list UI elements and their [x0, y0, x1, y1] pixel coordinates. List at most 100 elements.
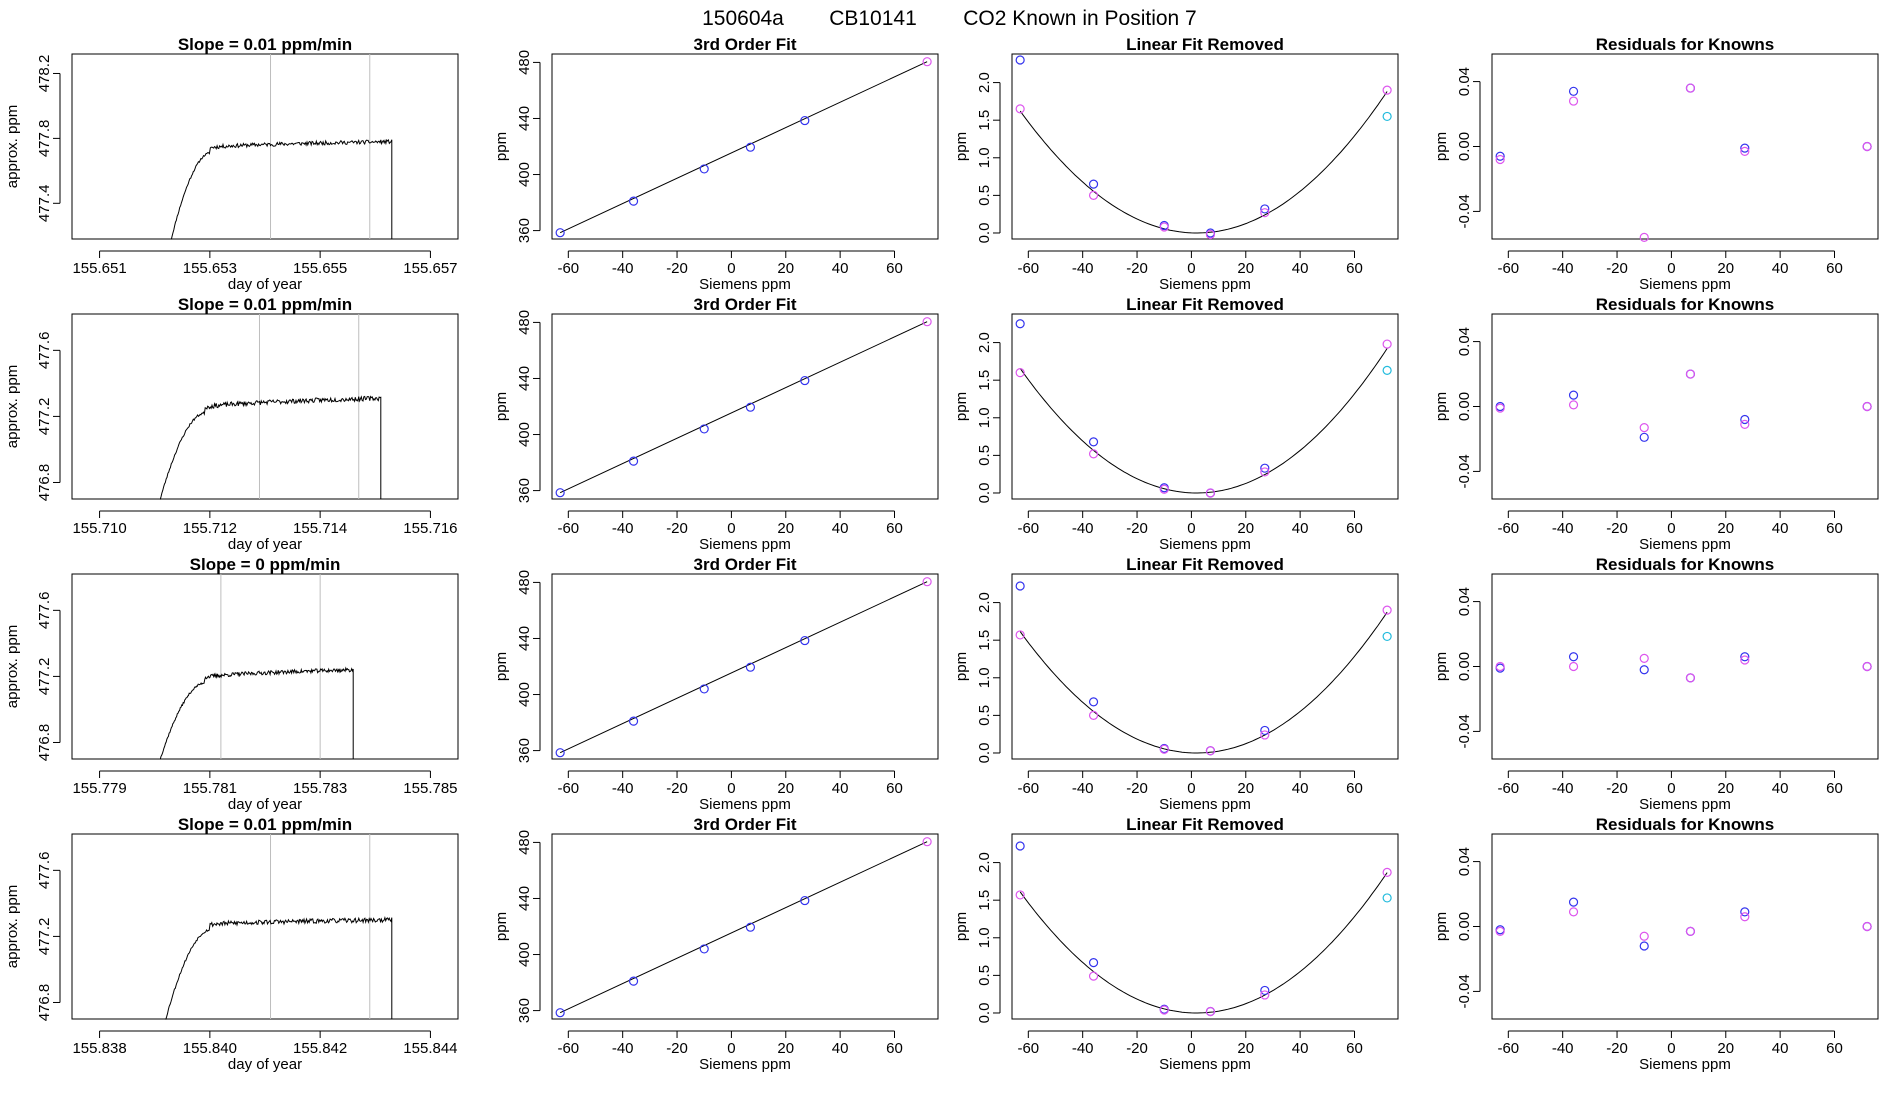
plot-frame: [1011, 53, 1399, 240]
x-tick-label: 0: [1187, 1040, 1195, 1057]
panel-title: Residuals for Knowns: [1596, 555, 1775, 574]
data-point-blue: [1639, 941, 1649, 951]
fit-line: [559, 581, 928, 754]
data-point-blue: [699, 164, 709, 174]
fit-line: [559, 321, 928, 494]
data-point-blue: [1639, 665, 1649, 675]
y-tick-label: 0.04: [1456, 327, 1473, 356]
x-tick-label: -40: [1072, 260, 1094, 277]
x-tick-label: -20: [666, 1040, 688, 1057]
x-tick-label: 20: [1717, 520, 1734, 537]
panel-0-1: 3rd Order Fit -60 -40 -20 0 20 40 60 Siemens ppm…: [493, 35, 939, 293]
x-tick-label: 155.779: [72, 780, 126, 797]
x-tick-label: -40: [1552, 260, 1574, 277]
data-point-blue: [1015, 319, 1025, 329]
panel-2-0: Slope = 0 ppm/min 155.779 155.781 155.783 15…: [4, 555, 459, 813]
data-point-magenta: [922, 577, 932, 587]
x-tick-label: 20: [1237, 1040, 1254, 1057]
plot-frame: [71, 53, 459, 240]
x-axis-label: Siemens ppm: [1159, 276, 1251, 293]
x-tick-label: 0: [1667, 260, 1675, 277]
data-point-blue: [1740, 414, 1750, 425]
x-tick-label: 155.781: [183, 780, 237, 797]
y-tick-label: 440: [516, 886, 533, 911]
x-axis-label: day of year: [228, 1056, 302, 1073]
x-axis-label: Siemens ppm: [1639, 796, 1731, 813]
x-tick-label: -20: [1126, 780, 1148, 797]
x-tick-label: -60: [1017, 520, 1039, 537]
data-point-magenta: [1015, 104, 1025, 114]
data-point-blue: [800, 375, 810, 386]
data-point-magenta: [1495, 403, 1505, 413]
data-point-magenta: [1205, 1006, 1216, 1017]
panel-1-1: 3rd Order Fit -60 -40 -20 0 20 40 60 Siemens ppm…: [493, 295, 939, 553]
data-point-magenta: [1740, 146, 1750, 156]
x-tick-label: 20: [777, 520, 794, 537]
x-tick-label: 0: [727, 260, 735, 277]
panel-title: Residuals for Knowns: [1596, 295, 1775, 314]
y-axis-label: ppm: [1433, 912, 1450, 941]
data-point-magenta: [1015, 630, 1025, 640]
x-tick-label: -40: [612, 260, 634, 277]
data-point-magenta: [922, 57, 932, 67]
y-axis-label: ppm: [953, 912, 970, 941]
x-tick-label: 60: [1826, 1040, 1843, 1057]
plot-frame: [1011, 573, 1399, 760]
x-tick-label: 155.651: [72, 260, 126, 277]
x-axis-label: Siemens ppm: [1159, 1056, 1251, 1073]
data-point-blue: [1740, 907, 1750, 917]
y-tick-label: 477.6: [36, 852, 53, 890]
data-point-magenta: [1495, 926, 1505, 936]
plot-frame: [551, 833, 939, 1020]
x-tick-label: 155.653: [183, 260, 237, 277]
x-tick-label: -40: [1552, 520, 1574, 537]
y-tick-label: 400: [516, 422, 533, 447]
fit-curve: [1019, 872, 1388, 1014]
y-axis-label: ppm: [1433, 132, 1450, 161]
data-point-magenta: [1159, 1005, 1169, 1015]
data-point-magenta: [1382, 85, 1392, 95]
x-tick-label: 0: [727, 1040, 735, 1057]
y-tick-label: 1.5: [976, 110, 993, 131]
x-tick-label: 20: [1717, 1040, 1734, 1057]
y-tick-label: 1.5: [976, 890, 993, 911]
y-tick-label: 400: [516, 942, 533, 967]
data-point-magenta: [1685, 83, 1696, 93]
data-point-magenta: [1205, 746, 1216, 756]
data-point-blue: [1260, 725, 1270, 736]
data-point-cyan: [1382, 365, 1392, 376]
x-tick-label: 40: [1772, 520, 1789, 537]
x-tick-label: -20: [1606, 260, 1628, 277]
y-tick-label: 476.8: [36, 984, 53, 1022]
data-point-blue: [1740, 143, 1750, 153]
x-tick-label: 155.840: [183, 1040, 237, 1057]
x-tick-label: 60: [1346, 1040, 1363, 1057]
x-tick-label: -60: [557, 260, 579, 277]
x-tick-label: 155.838: [72, 1040, 126, 1057]
x-tick-label: 0: [727, 520, 735, 537]
x-tick-label: -20: [1126, 520, 1148, 537]
y-tick-label: 0.0: [976, 483, 993, 504]
y-tick-label: 0.0: [976, 743, 993, 764]
x-axis-label: Siemens ppm: [699, 276, 791, 293]
data-point-magenta: [1685, 673, 1696, 683]
data-point-magenta: [922, 837, 932, 847]
x-tick-label: 0: [1187, 260, 1195, 277]
y-tick-label: 477.4: [36, 185, 53, 223]
y-tick-label: 477.6: [36, 592, 53, 630]
plot-frame: [1011, 833, 1399, 1020]
y-tick-label: -0.04: [1456, 714, 1473, 748]
y-tick-label: 1.5: [976, 630, 993, 651]
x-tick-label: -40: [1072, 520, 1094, 537]
x-axis-label: Siemens ppm: [1639, 276, 1731, 293]
x-tick-label: -20: [1606, 520, 1628, 537]
x-tick-label: -60: [1497, 520, 1519, 537]
y-tick-label: 440: [516, 106, 533, 131]
data-point-blue: [628, 976, 639, 986]
x-tick-label: 60: [1346, 260, 1363, 277]
panel-3-1: 3rd Order Fit -60 -40 -20 0 20 40 60 Siemens ppm…: [493, 815, 939, 1073]
x-tick-label: 20: [777, 1040, 794, 1057]
y-tick-label: 0.0: [976, 1003, 993, 1024]
y-tick-label: 1.0: [976, 927, 993, 948]
